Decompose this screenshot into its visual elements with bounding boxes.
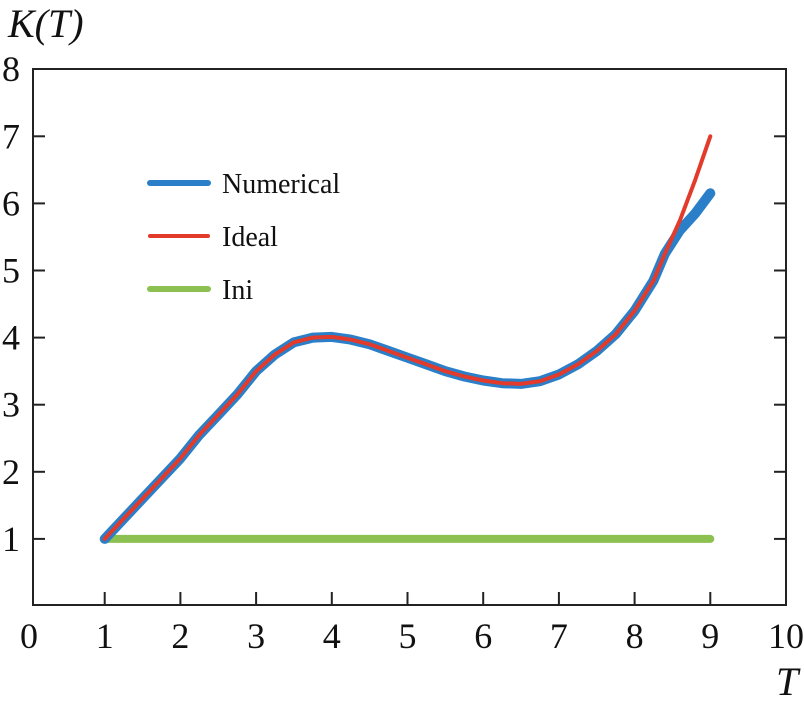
legend-label-ini: Ini [222, 275, 253, 306]
x-tick-label: 6 [474, 616, 492, 656]
y-axis-ticks: 1 2 3 4 5 6 7 8 [2, 49, 786, 559]
x-tick-label: 5 [399, 616, 417, 656]
y-tick-label: 7 [2, 116, 20, 156]
series-line-numerical [99, 188, 716, 544]
y-tick-label: 6 [2, 183, 20, 223]
x-axis-title: T [776, 659, 801, 704]
legend: Numerical Ideal Ini [147, 169, 340, 306]
legend-label-ideal: Ideal [222, 222, 278, 253]
series-layer [99, 134, 716, 544]
x-tick-label: 8 [626, 616, 644, 656]
plot-frame [32, 68, 787, 606]
y-tick-label: 3 [2, 385, 20, 425]
x-tick-label: 10 [768, 616, 804, 656]
y-tick-label: 5 [2, 251, 20, 291]
x-tick-label: 3 [247, 616, 265, 656]
x-tick-label: 0 [20, 616, 38, 656]
x-tick-label: 7 [550, 616, 568, 656]
y-tick-label: 2 [2, 452, 20, 492]
x-tick-label: 4 [323, 616, 341, 656]
x-tick-label: 2 [171, 616, 189, 656]
legend-label-numerical: Numerical [222, 169, 340, 200]
x-axis-ticks: 0 1 2 3 4 5 6 7 8 9 10 [20, 592, 804, 656]
y-tick-label: 8 [2, 49, 20, 89]
y-tick-label: 1 [2, 519, 20, 559]
y-tick-label: 4 [2, 318, 20, 358]
y-axis-title: K(T) [7, 1, 84, 46]
x-tick-label: 9 [701, 616, 719, 656]
x-tick-label: 1 [96, 616, 114, 656]
series-line-ideal [102, 134, 713, 541]
